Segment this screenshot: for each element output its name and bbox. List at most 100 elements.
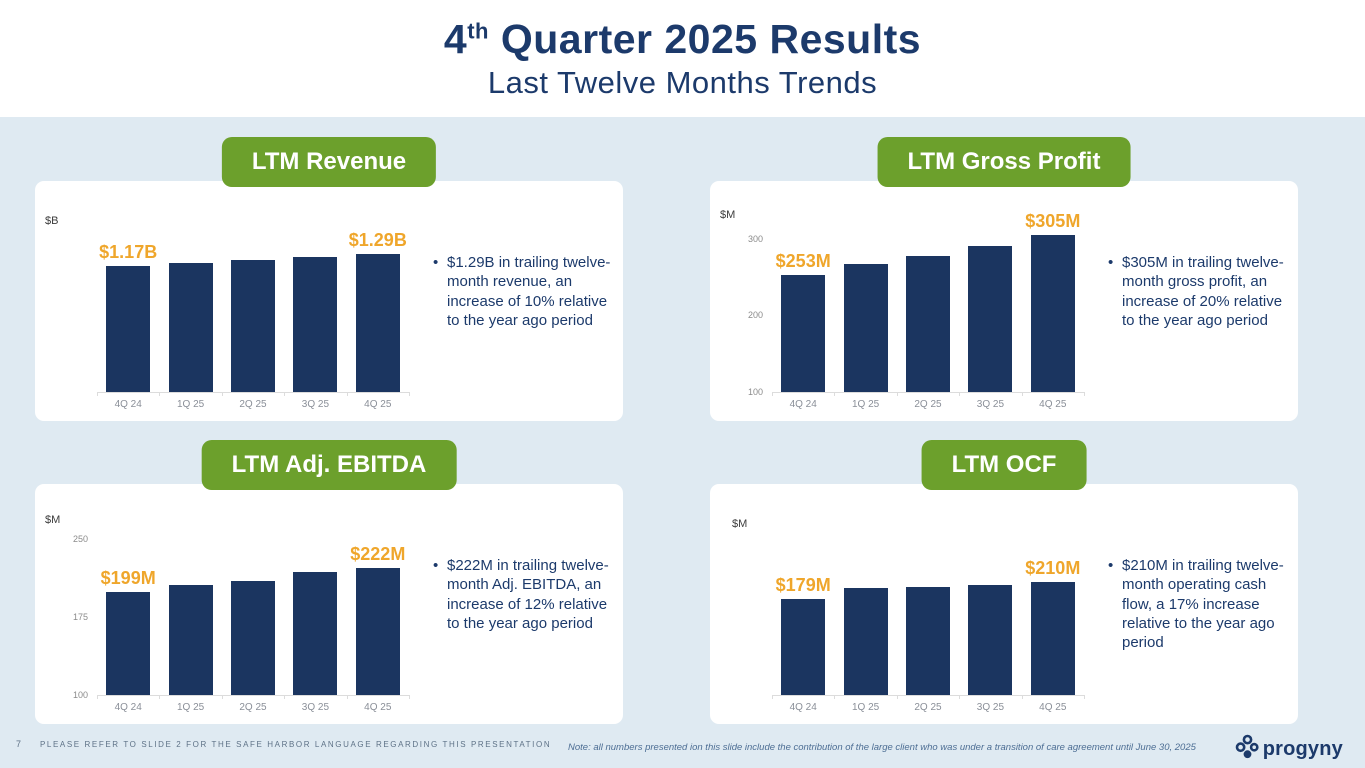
chart-title-pill-adj-ebitda: LTM Adj. EBITDA [201, 440, 457, 490]
bar-1q-25 [843, 263, 888, 392]
x-axis-label: 4Q 24 [114, 702, 142, 713]
progyny-logo-text: progyny [1262, 737, 1343, 760]
bar-4q-25 [355, 568, 400, 695]
card-ltm-adj-ebitda: LTM Adj. EBITDA $M 4Q 24 1Q 25 2Q 25 3Q 25 4… [35, 440, 623, 724]
x-axis-label: 1Q 25 [176, 399, 205, 410]
bar-2q-25 [906, 587, 950, 695]
page-number: 7 [16, 739, 22, 749]
bar-1q-25 [843, 587, 888, 695]
revenue-commentary: $1.29B in trailing twelve-month revenue,… [433, 253, 619, 330]
x-axis-label: 3Q 25 [301, 702, 330, 713]
chart-title-pill-revenue: LTM Revenue [221, 137, 437, 187]
page-title: 4th Quarter 2025 Results [0, 0, 1365, 63]
x-axis-label: 3Q 25 [976, 399, 1005, 410]
data-label-last: $1.29B [348, 229, 407, 250]
bar-2q-25 [231, 580, 275, 695]
axis-tick-mark [221, 695, 223, 699]
axis-tick-mark [1021, 695, 1023, 699]
bar-1q-25 [168, 263, 213, 392]
slide-header: 4th Quarter 2025 Results Last Twelve Mon… [0, 0, 1365, 117]
y-axis-tick-label: 100 [747, 387, 763, 397]
x-axis-label: 4Q 24 [789, 702, 817, 713]
y-axis-tick-label: 175 [72, 612, 88, 623]
card-ltm-revenue: LTM Revenue $B 4Q 24 1Q 25 2Q 25 3Q 25 4Q 25… [35, 137, 623, 421]
bar-2q-25 [906, 256, 950, 392]
axis-tick-mark [284, 695, 286, 699]
x-axis-label: 4Q 25 [1039, 399, 1067, 410]
data-label-first: $199M [100, 568, 156, 589]
title-number: 4 [443, 16, 468, 62]
bullet-text: $305M in trailing twelve-month gross pro… [1108, 253, 1294, 330]
data-label-first: $179M [775, 574, 831, 595]
x-axis-label: 4Q 25 [364, 399, 392, 410]
axis-tick-mark [1084, 392, 1085, 396]
title-text: Quarter 2025 Results [488, 16, 922, 62]
bar-4q-24 [106, 592, 151, 695]
bar-chart-ocf: 4Q 24 1Q 25 2Q 25 3Q 25 4Q 25 $179M $210M [772, 534, 1085, 713]
x-axis-label: 2Q 25 [239, 702, 267, 713]
axis-tick-mark [772, 695, 773, 699]
axis-tick-mark [159, 392, 161, 396]
data-label-last: $210M [1025, 558, 1081, 579]
y-axis-tick-label: 250 [72, 534, 88, 545]
y-axis-unit-label: $B [45, 215, 59, 227]
ocf-commentary: $210M in trailing twelve-month operating… [1108, 556, 1294, 653]
axis-tick-mark [409, 695, 410, 699]
axis-tick-mark [284, 392, 286, 396]
y-axis-tick-label: 200 [747, 310, 763, 321]
y-axis-unit-label: $M [45, 514, 61, 526]
x-axis-label: 2Q 25 [914, 702, 942, 713]
card-ltm-ocf: LTM OCF $M 4Q 24 1Q 25 2Q 25 3Q 25 4Q 25 $179… [710, 440, 1298, 724]
safe-harbor-disclaimer: PLEASE REFER TO SLIDE 2 FOR THE SAFE HAR… [40, 740, 552, 749]
bar-3q-25 [293, 256, 338, 392]
data-label-last: $222M [350, 544, 406, 565]
axis-tick-mark [896, 392, 898, 396]
adj-ebitda-commentary: $222M in trailing twelve-month Adj. EBIT… [433, 556, 619, 633]
chart-title-pill-gross-profit: LTM Gross Profit [877, 137, 1131, 187]
y-axis-tick-label: 100 [72, 690, 88, 700]
bar-4q-25 [355, 253, 400, 392]
bullet-text: $1.29B in trailing twelve-month revenue,… [433, 253, 619, 330]
axis-tick-mark [1021, 392, 1023, 396]
x-axis-label: 1Q 25 [176, 702, 205, 713]
axis-tick-mark [834, 392, 836, 396]
x-axis-label: 2Q 25 [914, 399, 942, 410]
x-axis-label: 1Q 25 [851, 399, 880, 410]
chart-title-pill-ocf: LTM OCF [921, 440, 1087, 490]
bar-1q-25 [168, 584, 213, 695]
x-axis-label: 2Q 25 [239, 399, 267, 410]
y-axis-unit-label: $M [720, 209, 736, 221]
card-ltm-gross-profit: LTM Gross Profit $M 4Q 24 1Q 25 2Q 25 3Q 25… [710, 137, 1298, 421]
title-ordinal-suffix: th [467, 18, 489, 44]
bar-4q-25 [1030, 234, 1075, 392]
data-label-last: $305M [1025, 210, 1081, 231]
bar-4q-24 [106, 266, 151, 392]
x-axis-label: 4Q 25 [364, 702, 392, 713]
footnote: Note: all numbers presented ion this sli… [568, 742, 1196, 753]
y-axis-tick-label: 300 [747, 233, 763, 244]
page-subtitle: Last Twelve Months Trends [487, 65, 878, 100]
y-axis-unit-label: $M [732, 518, 748, 530]
bullet-text: $210M in trailing twelve-month operating… [1108, 556, 1294, 653]
axis-tick-mark [772, 392, 773, 396]
axis-tick-mark [97, 392, 98, 396]
x-axis-label: 4Q 25 [1039, 702, 1067, 713]
progyny-clover-icon [1234, 733, 1261, 765]
x-axis-label: 3Q 25 [976, 702, 1005, 713]
x-axis-label: 4Q 24 [789, 399, 817, 410]
axis-tick-mark [1084, 695, 1085, 699]
gross-profit-commentary: $305M in trailing twelve-month gross pro… [1108, 253, 1294, 330]
axis-tick-mark [159, 695, 161, 699]
bar-3q-25 [968, 584, 1013, 695]
bar-4q-24 [781, 274, 826, 392]
progyny-logo: progyny [1234, 733, 1343, 765]
bar-2q-25 [231, 259, 275, 392]
bar-3q-25 [968, 246, 1013, 392]
x-axis-label: 4Q 24 [114, 399, 142, 410]
slide-body: LTM Revenue $B 4Q 24 1Q 25 2Q 25 3Q 25 4Q 25… [0, 117, 1365, 768]
axis-tick-mark [346, 695, 348, 699]
bar-4q-25 [1030, 582, 1075, 695]
x-axis-label: 3Q 25 [301, 399, 330, 410]
axis-tick-mark [346, 392, 348, 396]
data-label-first: $253M [775, 250, 831, 271]
